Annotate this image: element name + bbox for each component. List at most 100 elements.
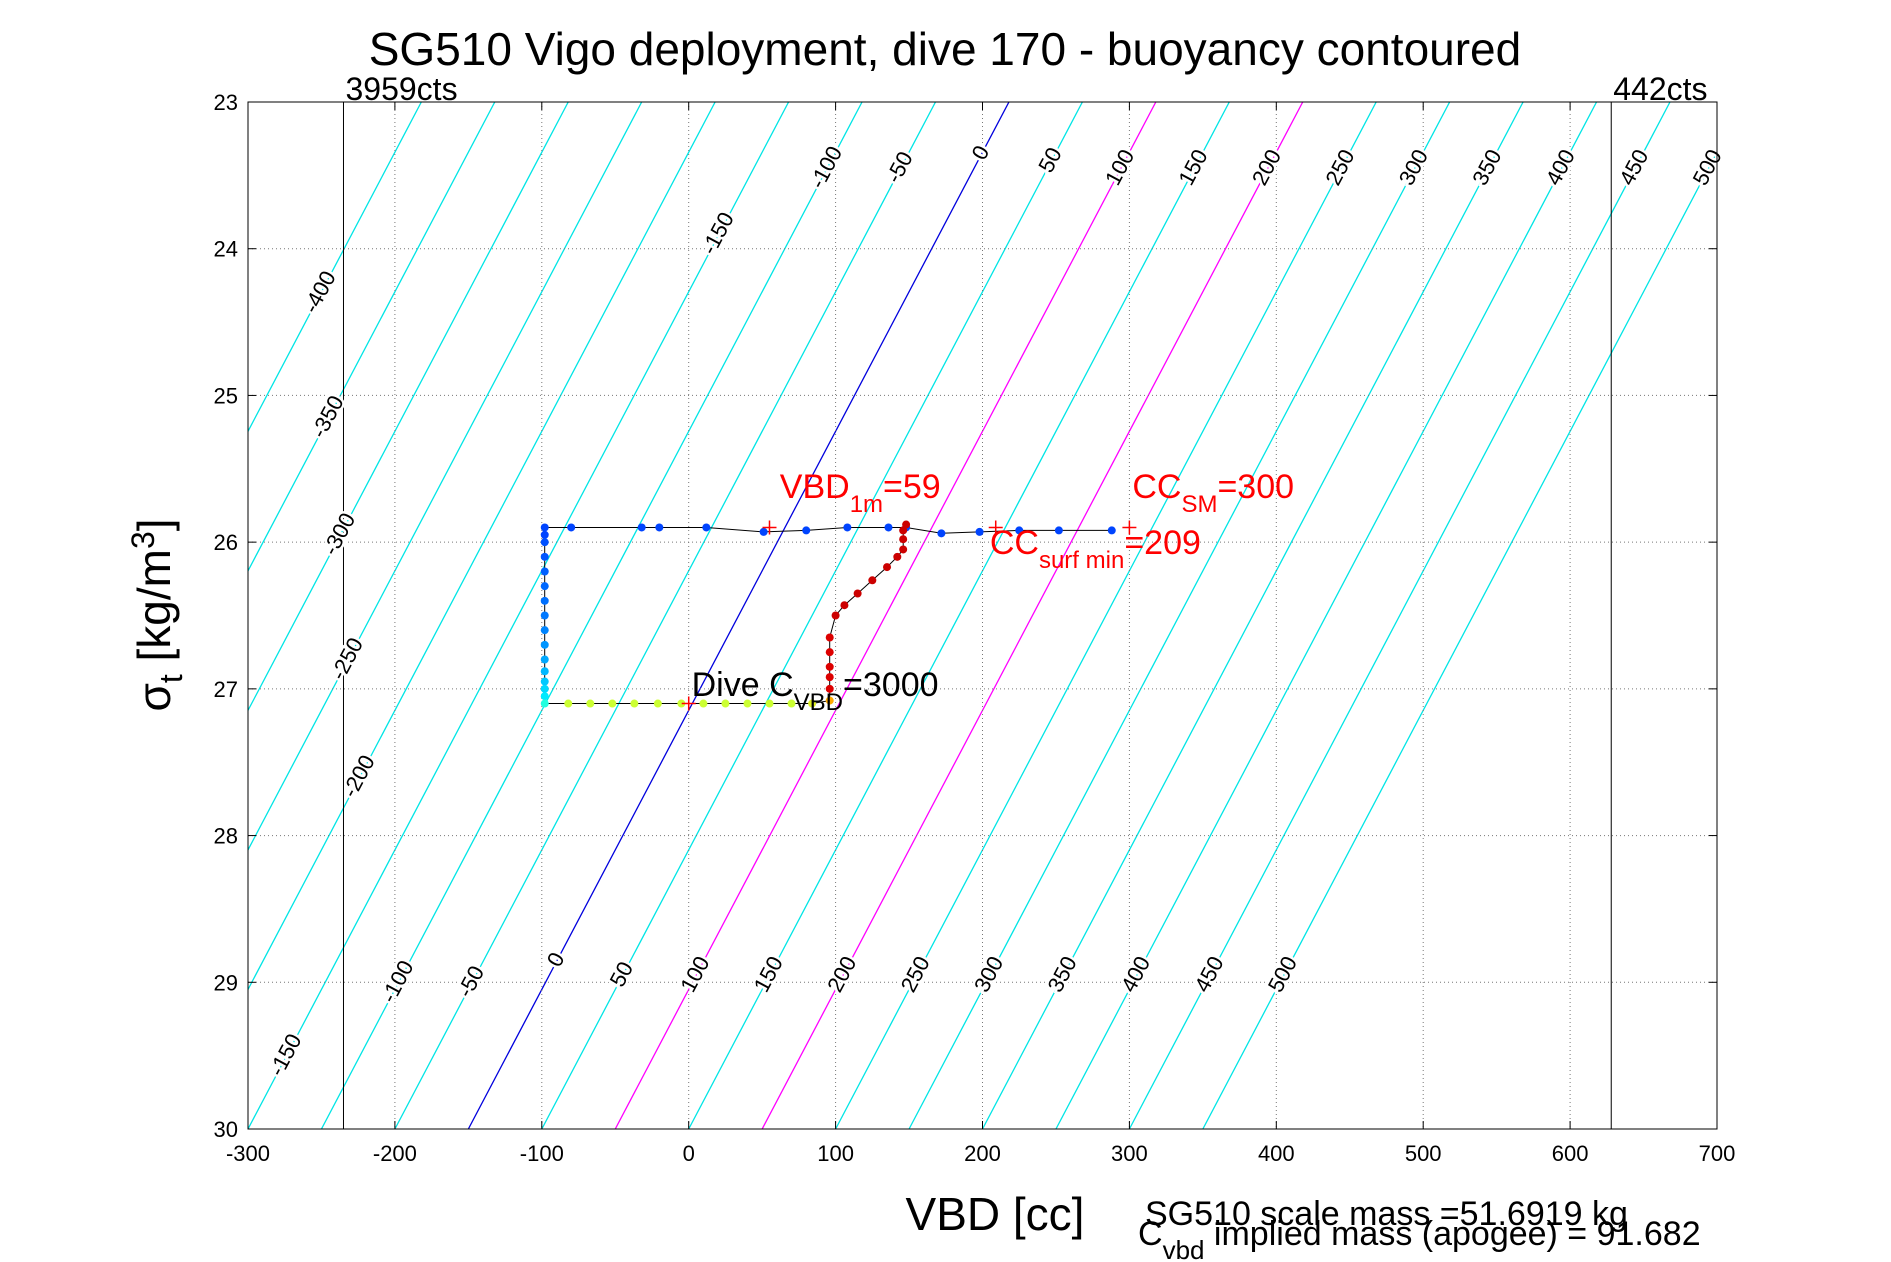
contour-label-lower--50: -50 (452, 962, 489, 1002)
trace-point (899, 545, 908, 554)
contour-line-0 (467, 102, 1010, 1129)
trace-point (787, 699, 796, 708)
trace-point (540, 582, 549, 591)
x-tick-label--100: -100 (520, 1141, 564, 1166)
trace-point (825, 633, 834, 642)
y-axis-label: σt [kg/m3] (125, 518, 189, 711)
marker-plus-1 (1122, 520, 1137, 535)
x-tick-label-600: 600 (1552, 1141, 1589, 1166)
x-tick-label-500: 500 (1405, 1141, 1442, 1166)
trace-point (893, 552, 902, 561)
contour-line-50 (541, 102, 1083, 1129)
trace-point (975, 527, 984, 536)
trace-point (743, 699, 752, 708)
trace-point (1054, 526, 1063, 535)
x-axis-label: VBD [cc] (906, 1188, 1085, 1240)
trace-point (655, 523, 664, 532)
count-label-0: 3959cts (345, 71, 457, 107)
y-tick-label-23: 23 (214, 90, 238, 115)
y-tick-label-27: 27 (214, 677, 238, 702)
contour-line--250 (248, 102, 643, 852)
x-tick-label-400: 400 (1258, 1141, 1295, 1166)
contour-label-upper-200: 200 (1247, 145, 1286, 189)
trace-point (540, 677, 549, 686)
scale-mass-text: SG510 scale mass =51.6919 kg (1145, 1195, 1628, 1233)
marker-plus-2 (988, 520, 1003, 535)
trace-point (853, 589, 862, 598)
buoyancy-contours (248, 102, 1717, 1129)
contour-label-upper-500: 500 (1688, 145, 1727, 189)
annotation-vbd1m: VBD1m=59 (780, 468, 941, 518)
trace-point (540, 626, 549, 635)
contour-label-lower-300: 300 (969, 952, 1008, 996)
grid-lines (248, 102, 1717, 1129)
contour-label-lower-0: 0 (542, 948, 570, 971)
contour-label-upper--350: -350 (306, 391, 349, 442)
x-axis-ticks: -300 -200 -100 0 100 200 300 400 500 600 700 (226, 102, 1735, 1166)
contour-label-lower-100: 100 (675, 952, 714, 996)
count-lines: 3959cts 442cts (342, 71, 1708, 1129)
contour-label-upper-300: 300 (1394, 145, 1433, 189)
trace-point (540, 552, 549, 561)
trace-point (540, 655, 549, 664)
contour-label-upper--300: -300 (318, 509, 361, 560)
contour-line-200 (761, 102, 1304, 1129)
contour-line--300 (248, 102, 569, 712)
trace-point (937, 529, 946, 538)
contour-line-500 (1202, 150, 1717, 1129)
reference-markers (681, 520, 1137, 711)
contour-label-upper--50: -50 (881, 147, 918, 187)
contour-label-lower--100: -100 (376, 956, 419, 1007)
trace-point (825, 673, 834, 682)
contour-label-upper-350: 350 (1467, 145, 1506, 189)
contour-line--350 (248, 102, 496, 573)
y-tick-label-29: 29 (214, 970, 238, 995)
marker-plus-3 (681, 696, 696, 711)
y-tick-label-25: 25 (214, 383, 238, 408)
contour-label-upper--150: -150 (696, 208, 739, 259)
contour-label-lower-400: 400 (1116, 952, 1155, 996)
contour-line-450 (1128, 102, 1671, 1129)
implied-mass-text: Cvbd implied mass (apogee) = 91.682 (1138, 1215, 1701, 1262)
x-tick-label-300: 300 (1111, 1141, 1148, 1166)
contour-label-upper--250: -250 (325, 633, 368, 684)
trace-point (840, 601, 849, 610)
trace-point (630, 699, 639, 708)
contour-label-upper-250: 250 (1320, 145, 1359, 189)
trace-point (699, 699, 708, 708)
trace-point (540, 611, 549, 620)
marker-plus-0 (762, 520, 777, 535)
contour-label-lower-250: 250 (896, 952, 935, 996)
contour-line-250 (835, 102, 1377, 1129)
trace-point (677, 699, 686, 708)
y-tick-label-28: 28 (214, 824, 238, 849)
contour-label-lower-450: 450 (1189, 952, 1228, 996)
y-axis-ticks: 23 24 25 26 27 28 29 30 (214, 90, 1717, 1142)
x-tick-label-0: 0 (683, 1141, 695, 1166)
y-tick-label-26: 26 (214, 530, 238, 555)
trace-point (540, 596, 549, 605)
trace-point (540, 692, 549, 701)
contour-label-upper-100: 100 (1100, 145, 1139, 189)
contour-label-lower--150: -150 (264, 1030, 307, 1081)
trace-point (884, 523, 893, 532)
contour-label-lower-500: 500 (1263, 952, 1302, 996)
annotation-divec: Dive CVBD=3000 (692, 666, 939, 716)
y-tick-label-24: 24 (214, 237, 238, 262)
trace-point (608, 699, 617, 708)
contour-labels: -400-350-300-250-200-150-100 -50 0 50 100 150… (261, 139, 1729, 1083)
contour-label-lower-350: 350 (1042, 952, 1081, 996)
trace-point (902, 520, 911, 529)
trace-point (540, 667, 549, 676)
trace-point (540, 538, 549, 547)
contour-label-upper--400: -400 (298, 267, 341, 318)
trace-point (721, 699, 730, 708)
chart-title: SG510 Vigo deployment, dive 170 - buoyan… (369, 23, 1521, 75)
trace-point (831, 611, 840, 620)
trace-point (843, 523, 852, 532)
contour-line-150 (688, 102, 1230, 1129)
contour-line-350 (981, 102, 1524, 1129)
trace-point (702, 523, 711, 532)
trace-point (540, 523, 549, 532)
dive-trace (540, 520, 1116, 708)
